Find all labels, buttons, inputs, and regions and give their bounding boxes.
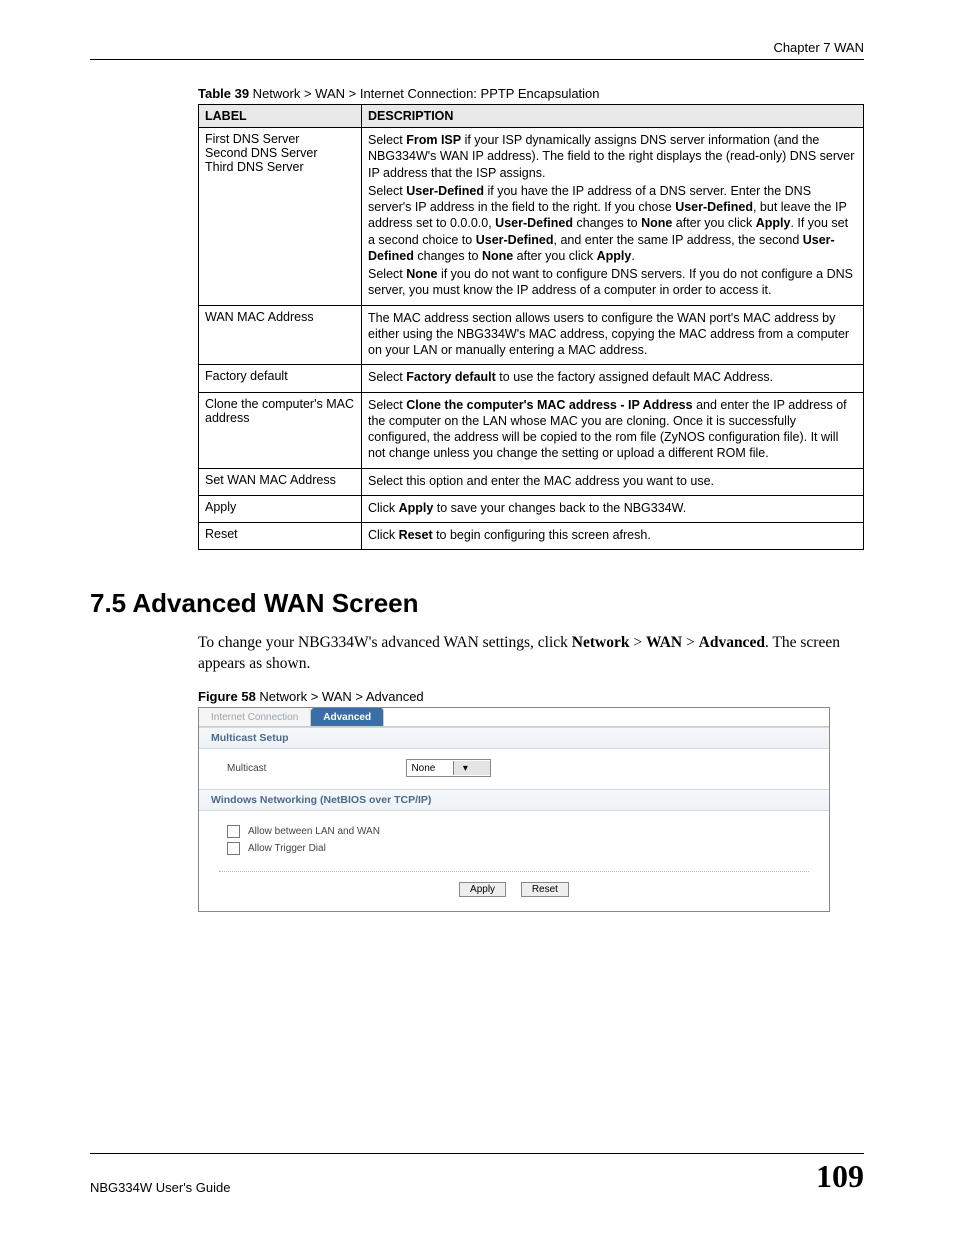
- windows-networking-header: Windows Networking (NetBIOS over TCP/IP): [199, 789, 829, 811]
- table-row: WAN MAC Address The MAC address section …: [199, 305, 864, 365]
- cell-desc: Select Factory default to use the factor…: [362, 365, 864, 392]
- tab-internet-connection[interactable]: Internet Connection: [199, 708, 311, 726]
- multicast-select-value: None: [407, 763, 453, 774]
- figure-caption: Figure 58 Network > WAN > Advanced: [198, 689, 864, 704]
- cell-desc: The MAC address section allows users to …: [362, 305, 864, 365]
- apply-button[interactable]: Apply: [459, 882, 506, 897]
- cell-desc: Select this option and enter the MAC add…: [362, 468, 864, 495]
- tab-bar: Internet Connection Advanced: [199, 708, 829, 727]
- cell-desc: Select From ISP if your ISP dynamically …: [362, 128, 864, 306]
- allow-lan-wan-label: Allow between LAN and WAN: [248, 826, 380, 837]
- table-row: Apply Click Apply to save your changes b…: [199, 495, 864, 522]
- table-row: Reset Click Reset to begin configuring t…: [199, 523, 864, 550]
- cell-desc: Click Apply to save your changes back to…: [362, 495, 864, 522]
- allow-trigger-dial-checkbox[interactable]: [227, 842, 240, 855]
- cell-desc: Click Reset to begin configuring this sc…: [362, 523, 864, 550]
- figure-caption-bold: Figure 58: [198, 689, 256, 704]
- tab-advanced[interactable]: Advanced: [311, 708, 384, 726]
- section-heading: 7.5 Advanced WAN Screen: [90, 588, 864, 619]
- figure-caption-rest: Network > WAN > Advanced: [256, 689, 424, 704]
- section-body: To change your NBG334W's advanced WAN se…: [198, 633, 864, 675]
- cell-label: Clone the computer's MAC address: [199, 392, 362, 468]
- chapter-header: Chapter 7 WAN: [90, 40, 864, 60]
- multicast-select[interactable]: None ▾: [406, 759, 491, 777]
- page-number: 109: [816, 1158, 864, 1195]
- button-bar: Apply Reset: [219, 871, 809, 911]
- cell-label: Apply: [199, 495, 362, 522]
- table-caption: Table 39 Network > WAN > Internet Connec…: [198, 86, 864, 101]
- footer-guide: NBG334W User's Guide: [90, 1180, 230, 1195]
- th-label: LABEL: [199, 105, 362, 128]
- cell-desc: Select Clone the computer's MAC address …: [362, 392, 864, 468]
- multicast-label: Multicast: [227, 763, 266, 774]
- multicast-setup-header: Multicast Setup: [199, 727, 829, 749]
- figure-58-screenshot: Internet Connection Advanced Multicast S…: [198, 707, 830, 912]
- th-description: DESCRIPTION: [362, 105, 864, 128]
- table-39: LABEL DESCRIPTION First DNS Server Secon…: [198, 104, 864, 550]
- table-row: First DNS Server Second DNS Server Third…: [199, 128, 864, 306]
- table-row: Clone the computer's MAC address Select …: [199, 392, 864, 468]
- allow-lan-wan-checkbox[interactable]: [227, 825, 240, 838]
- cell-label: First DNS Server Second DNS Server Third…: [199, 128, 362, 306]
- chevron-down-icon: ▾: [453, 761, 490, 775]
- cell-label: Factory default: [199, 365, 362, 392]
- reset-button[interactable]: Reset: [521, 882, 569, 897]
- table-row: Set WAN MAC Address Select this option a…: [199, 468, 864, 495]
- allow-trigger-dial-label: Allow Trigger Dial: [248, 843, 326, 854]
- cell-label: Reset: [199, 523, 362, 550]
- page-footer: NBG334W User's Guide 109: [90, 1153, 864, 1195]
- table-caption-rest: Network > WAN > Internet Connection: PPT…: [249, 86, 599, 101]
- cell-label: Set WAN MAC Address: [199, 468, 362, 495]
- cell-label: WAN MAC Address: [199, 305, 362, 365]
- table-row: Factory default Select Factory default t…: [199, 365, 864, 392]
- table-caption-bold: Table 39: [198, 86, 249, 101]
